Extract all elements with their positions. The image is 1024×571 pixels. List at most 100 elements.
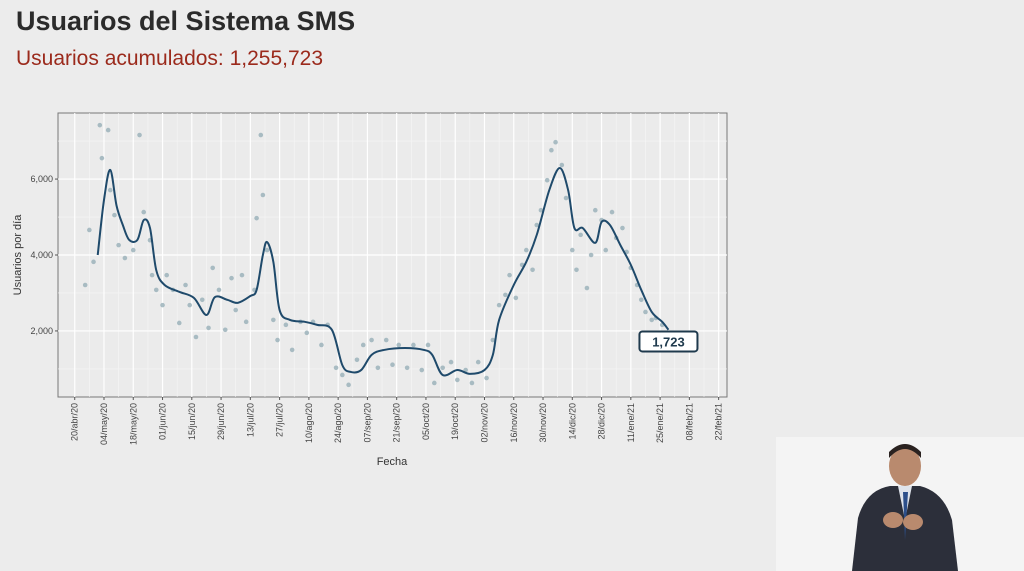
- x-tick-label: 04/may/20: [99, 403, 109, 445]
- x-tick-label: 19/oct/20: [450, 403, 460, 440]
- data-point: [91, 259, 96, 265]
- data-point: [107, 187, 113, 193]
- x-tick-label: 22/feb/21: [714, 403, 724, 441]
- x-tick-label: 01/jun/20: [158, 403, 168, 440]
- data-point: [222, 327, 228, 333]
- annotation-label: 1,723: [652, 334, 685, 349]
- person-hair: [889, 444, 921, 458]
- person-head: [889, 446, 921, 486]
- y-axis-label: Usuarios por día: [12, 214, 24, 296]
- data-point: [574, 267, 579, 273]
- data-point: [206, 325, 211, 331]
- data-point: [116, 242, 121, 248]
- data-point: [490, 337, 496, 343]
- data-point: [289, 347, 295, 353]
- data-point: [229, 275, 234, 281]
- data-point: [559, 162, 565, 168]
- data-point: [360, 342, 366, 348]
- data-point: [469, 380, 475, 386]
- data-point: [193, 334, 199, 340]
- data-point: [383, 337, 389, 343]
- data-point: [396, 342, 402, 348]
- subtitle: Usuarios acumulados: 1,255,723: [16, 47, 324, 70]
- data-point: [538, 207, 544, 213]
- x-tick-label: 24/ago/20: [333, 403, 343, 443]
- data-point: [563, 195, 569, 201]
- person-hand: [903, 514, 923, 530]
- data-point: [340, 372, 345, 378]
- data-point: [264, 247, 270, 253]
- data-point: [496, 302, 502, 308]
- data-point: [578, 232, 583, 238]
- data-point: [239, 272, 245, 278]
- data-point: [503, 292, 508, 298]
- x-tick-label: 27/jul/20: [275, 403, 285, 437]
- x-tick-label: 08/feb/21: [684, 403, 694, 441]
- x-tick-label: 14/dic/20: [567, 403, 577, 440]
- data-point: [584, 285, 590, 291]
- data-point: [141, 209, 147, 215]
- data-point: [390, 362, 395, 368]
- data-point: [183, 282, 188, 288]
- data-point: [544, 177, 550, 183]
- data-point: [475, 359, 481, 365]
- data-point: [569, 247, 575, 253]
- data-point: [346, 382, 351, 388]
- data-point: [304, 330, 310, 336]
- data-point: [463, 367, 468, 373]
- data-point: [649, 317, 655, 323]
- data-point: [411, 342, 416, 348]
- x-axis-label: Fecha: [377, 456, 408, 468]
- data-point: [513, 295, 519, 301]
- data-point: [149, 272, 155, 278]
- data-point: [553, 139, 558, 145]
- y-tick-label: 2,000: [30, 326, 53, 336]
- data-point: [130, 247, 136, 253]
- data-point: [283, 322, 289, 328]
- data-point: [588, 252, 594, 258]
- data-point: [275, 337, 280, 343]
- data-point: [375, 365, 381, 371]
- data-point: [603, 247, 609, 253]
- marks: [82, 122, 670, 388]
- x-tick-label: 02/nov/20: [479, 403, 489, 443]
- data-point: [440, 365, 445, 371]
- data-point: [105, 127, 111, 133]
- data-point: [530, 267, 535, 273]
- data-point: [216, 287, 222, 293]
- data-point: [233, 307, 239, 313]
- person-hand: [883, 512, 903, 528]
- data-point: [455, 377, 460, 383]
- data-point: [319, 342, 324, 348]
- x-tick-label: 28/dic/20: [597, 403, 607, 440]
- data-point: [153, 287, 159, 293]
- data-point: [260, 192, 266, 198]
- data-point: [419, 367, 425, 373]
- title: Usuarios del Sistema SMS: [16, 6, 356, 36]
- grid: [58, 113, 727, 397]
- x-tick-label: 25/ene/21: [655, 403, 665, 443]
- data-point: [354, 357, 360, 363]
- data-point: [620, 225, 625, 231]
- data-point: [271, 317, 276, 323]
- data-point: [199, 297, 205, 303]
- data-point: [99, 155, 105, 161]
- data-point: [369, 337, 374, 343]
- data-point: [137, 132, 142, 138]
- data-point: [524, 247, 529, 253]
- data-point: [592, 207, 598, 213]
- trend-line: [96, 167, 670, 377]
- data-point: [82, 282, 88, 288]
- data-point: [164, 272, 170, 278]
- data-point: [432, 380, 437, 386]
- data-point: [258, 132, 264, 138]
- y-tick-label: 6,000: [30, 174, 53, 184]
- x-tick-label: 11/ene/21: [626, 403, 636, 442]
- x-tick-label: 21/sep/20: [392, 403, 402, 443]
- x-tick-label: 13/jul/20: [245, 403, 255, 437]
- x-tick-label: 05/oct/20: [421, 403, 431, 440]
- x-tick-label: 20/abr/20: [70, 403, 80, 441]
- data-point: [549, 147, 554, 153]
